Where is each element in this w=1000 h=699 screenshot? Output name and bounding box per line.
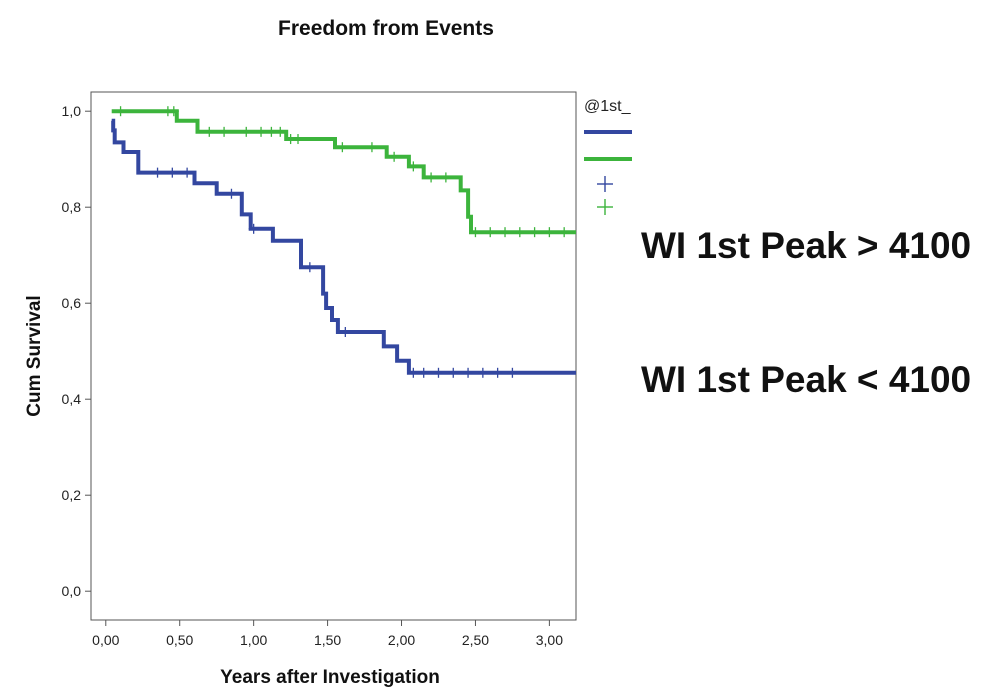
censor-mark-0	[182, 167, 193, 178]
censor-mark-1	[500, 227, 511, 238]
x-tick-label: 1,50	[314, 632, 341, 648]
legend-title: @1st_	[584, 98, 632, 115]
x-tick-label: 2,50	[462, 632, 489, 648]
censor-mark-0	[152, 167, 163, 178]
censor-mark-0	[477, 367, 488, 378]
x-tick-label: 3,00	[536, 632, 563, 648]
annotation-low-group: WI 1st Peak < 4100	[641, 359, 971, 400]
censor-mark-1	[337, 142, 348, 153]
censor-mark-0	[507, 367, 518, 378]
censor-mark-1	[256, 126, 267, 137]
censor-mark-1	[485, 227, 496, 238]
legend-censor-blue	[597, 176, 613, 192]
survival-curves	[111, 106, 576, 378]
censor-mark-0	[304, 262, 315, 273]
legend-censor-green	[597, 199, 613, 215]
censor-mark-0	[340, 327, 351, 337]
y-tick-label: 0,4	[62, 391, 82, 407]
y-tick-label: 0,6	[62, 295, 82, 311]
chart-title: Freedom from Events	[278, 17, 494, 40]
censor-mark-1	[293, 134, 304, 145]
x-tick-label: 0,00	[92, 632, 119, 648]
censor-mark-0	[433, 367, 444, 378]
y-tick-label: 0,8	[62, 199, 82, 215]
y-tick-label: 1,0	[62, 103, 82, 119]
y-tick-label: 0,0	[62, 583, 82, 599]
censor-mark-1	[470, 227, 481, 238]
censor-mark-0	[167, 167, 178, 178]
x-axis-label: Years after Investigation	[220, 667, 440, 688]
y-tick-label: 0,2	[62, 487, 82, 503]
censor-mark-1	[266, 126, 277, 137]
censor-mark-0	[463, 367, 474, 378]
censor-mark-0	[492, 367, 503, 378]
x-tick-label: 0,50	[166, 632, 193, 648]
censor-mark-0	[418, 367, 429, 378]
censor-mark-1	[440, 172, 451, 183]
censor-mark-1	[408, 161, 419, 172]
censor-mark-1	[204, 126, 215, 137]
censor-mark-1	[544, 227, 555, 238]
censor-mark-1	[241, 126, 252, 137]
censor-mark-1	[115, 106, 126, 117]
censor-mark-1	[366, 142, 377, 153]
legend: @1st_	[584, 98, 632, 215]
censor-mark-0	[226, 188, 237, 199]
series-line-0	[111, 118, 576, 375]
censor-mark-1	[275, 126, 286, 137]
censor-mark-0	[408, 367, 419, 378]
censor-mark-1	[426, 172, 437, 183]
annotation-high-group: WI 1st Peak > 4100	[641, 225, 971, 266]
censor-mark-0	[248, 223, 259, 234]
censor-mark-0	[448, 367, 459, 378]
y-axis: 0,0 0,2 0,4 0,6 0,8 1,0	[62, 103, 91, 599]
censor-mark-1	[514, 227, 525, 238]
censor-mark-1	[559, 227, 570, 238]
censor-mark-1	[219, 126, 230, 137]
x-tick-label: 1,00	[240, 632, 267, 648]
x-tick-label: 2,00	[388, 632, 415, 648]
censor-mark-1	[389, 151, 400, 162]
y-axis-label: Cum Survival	[24, 295, 45, 416]
censor-mark-1	[529, 227, 540, 238]
plot-frame	[90, 91, 577, 621]
x-axis: 0,00 0,50 1,00 1,50 2,00 2,50 3,00	[92, 620, 563, 648]
censor-mark-1	[168, 106, 179, 117]
